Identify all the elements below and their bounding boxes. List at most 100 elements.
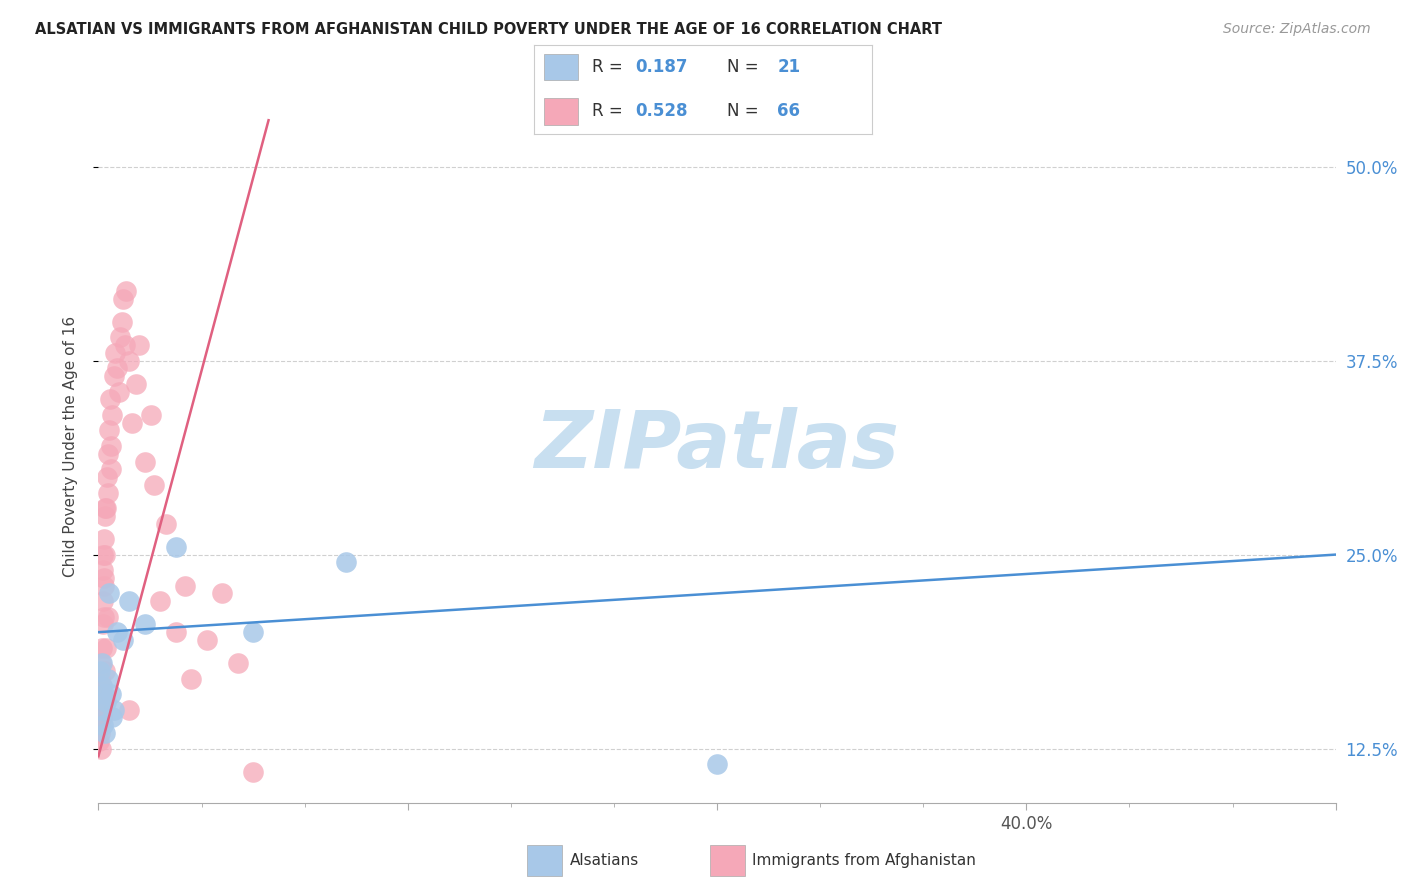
Point (149, 594, 172, 608)
Point (90, 687, 112, 701)
Text: ALSATIAN VS IMMIGRANTS FROM AFGHANISTAN CHILD POVERTY UNDER THE AGE OF 16 CORREL: ALSATIAN VS IMMIGRANTS FROM AFGHANISTAN … (35, 22, 942, 37)
Point (90, 695, 112, 709)
Text: ZIPatlas: ZIPatlas (534, 407, 900, 485)
Point (115, 284, 138, 298)
Point (101, 408, 124, 422)
Point (91, 594, 114, 608)
Point (94, 508, 117, 523)
Point (105, 361, 128, 376)
Point (93, 548, 115, 562)
Point (90, 680, 112, 694)
Point (89, 718, 111, 732)
Point (98, 392, 121, 407)
Point (103, 703, 125, 717)
Point (105, 625, 128, 640)
Point (93, 664, 115, 678)
Point (111, 315, 134, 329)
Text: R =: R = (592, 58, 623, 76)
Text: N =: N = (727, 103, 758, 120)
Point (195, 632, 218, 647)
Point (90, 703, 112, 717)
Text: Alsatians: Alsatians (569, 854, 638, 868)
Point (134, 454, 156, 468)
Point (97, 447, 120, 461)
Point (91, 656, 114, 670)
Point (94, 501, 117, 516)
Point (97, 485, 120, 500)
Point (91, 640, 114, 655)
Point (96, 501, 118, 516)
Text: Immigrants from Afghanistan: Immigrants from Afghanistan (752, 854, 976, 868)
Point (128, 338, 150, 352)
Point (706, 757, 728, 772)
Point (89, 664, 111, 678)
Point (242, 764, 264, 779)
Point (118, 703, 141, 717)
Point (98, 586, 121, 600)
Point (97, 672, 120, 686)
Point (143, 477, 166, 491)
Point (180, 672, 202, 686)
Point (107, 384, 129, 399)
Point (87, 718, 110, 732)
Point (93, 726, 115, 740)
Point (90, 741, 112, 756)
Bar (544, 98, 578, 125)
Text: Source: ZipAtlas.com: Source: ZipAtlas.com (1223, 22, 1371, 37)
Point (93, 609, 115, 624)
Point (114, 338, 136, 352)
Point (118, 594, 141, 608)
Y-axis label: Child Poverty Under the Age of 16: Child Poverty Under the Age of 16 (63, 316, 77, 576)
Text: 0.187: 0.187 (636, 58, 688, 76)
Text: N =: N = (727, 58, 758, 76)
Point (91, 617, 114, 632)
Point (90, 710, 112, 724)
Point (90, 656, 112, 670)
Point (91, 718, 114, 732)
Point (165, 540, 187, 554)
Text: 21: 21 (778, 58, 800, 76)
Point (134, 617, 156, 632)
Point (108, 330, 131, 344)
Point (93, 579, 115, 593)
Point (101, 710, 124, 724)
Point (112, 632, 135, 647)
Point (96, 695, 118, 709)
Point (93, 571, 115, 585)
Point (93, 532, 115, 546)
Point (90, 680, 112, 694)
Point (89, 672, 111, 686)
Point (100, 439, 122, 453)
Point (112, 292, 135, 306)
Bar (544, 54, 578, 80)
Point (211, 586, 233, 600)
Point (226, 656, 249, 670)
Point (174, 579, 197, 593)
Point (335, 555, 357, 569)
Point (89, 733, 111, 747)
Point (91, 548, 114, 562)
Text: 66: 66 (778, 103, 800, 120)
Point (100, 687, 122, 701)
Point (97, 609, 120, 624)
Point (100, 462, 122, 476)
Point (96, 470, 118, 484)
Point (103, 369, 125, 384)
Point (121, 416, 143, 430)
Point (91, 695, 114, 709)
Point (118, 353, 141, 368)
Text: 0.528: 0.528 (636, 103, 688, 120)
Point (124, 376, 146, 391)
Point (139, 408, 162, 422)
Point (93, 687, 115, 701)
Point (96, 640, 118, 655)
Point (93, 563, 115, 577)
Point (90, 680, 112, 694)
Point (89, 687, 111, 701)
Point (98, 424, 121, 438)
Text: R =: R = (592, 103, 623, 120)
Point (89, 726, 111, 740)
Point (242, 625, 264, 640)
Point (155, 516, 177, 531)
Point (89, 703, 111, 717)
